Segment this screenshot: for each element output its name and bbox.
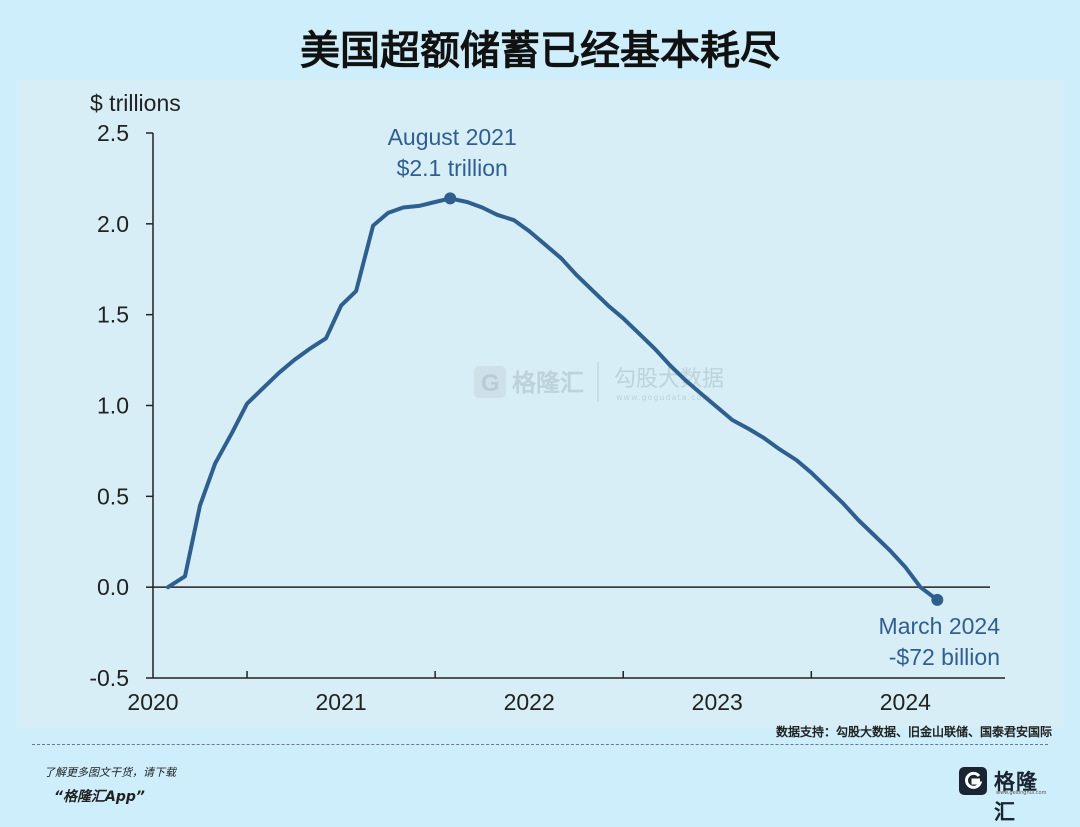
logo-url: www.gelonghui.com: [996, 790, 1047, 796]
promo-text: 了解更多图文干货，请下载: [44, 766, 176, 779]
annotation-label: March 2024: [879, 613, 1001, 639]
y-tick-label: 0.0: [97, 574, 129, 600]
y-tick-label: 2.0: [97, 211, 129, 237]
plot-background: [18, 80, 1062, 728]
promo-app-name: “格隆汇App”: [54, 789, 145, 805]
line-chart: $ trillions G 格隆汇 勾股大数据 www.gogudata.com…: [18, 80, 1062, 728]
x-tick-label: 2021: [316, 689, 367, 715]
x-tick-label: 2024: [880, 689, 931, 715]
series-group: [166, 196, 940, 602]
logo-text: 格隆汇: [994, 770, 1038, 824]
data-source: 数据支持：勾股大数据、旧金山联储、国泰君安国际: [775, 725, 1052, 739]
watermark-logo-glyph: G: [481, 370, 500, 397]
annotation-label: August 2021: [388, 124, 517, 150]
x-tick-label: 2022: [504, 689, 555, 715]
watermark-partner-url: www.gogudata.com: [616, 393, 711, 402]
x-tick-label: 2020: [127, 689, 178, 715]
watermark-brand: 格隆汇: [512, 369, 584, 397]
y-tick-label: 1.0: [97, 393, 129, 419]
annotations: August 2021 $2.1 trillion March 2024 -$72 b…: [388, 124, 1001, 670]
y-tick-label: 2.5: [97, 120, 129, 146]
watermark: G 格隆汇 勾股大数据 www.gogudata.com: [474, 362, 724, 402]
series-line: [166, 196, 940, 602]
y-axis: 2.5 2.0 1.5 1.0 0.5 0.0 -0.5: [89, 120, 153, 691]
chart-title: 美国超额储蓄已经基本耗尽: [300, 28, 780, 74]
watermark-logo-icon: [474, 366, 506, 398]
y-axis-label: $ trillions: [90, 90, 181, 116]
footer-logo: 格隆汇 www.gelonghui.com: [958, 764, 1058, 824]
annotation-point: [931, 593, 944, 606]
y-tick-label: 0.5: [97, 483, 129, 509]
watermark-partner: 勾股大数据: [614, 367, 724, 392]
logo-icon: [959, 767, 987, 795]
annotation-value: $2.1 trillion: [397, 155, 508, 181]
x-axis: 2020 2021 2022 2023 2024: [127, 671, 931, 715]
annotation-point: [444, 192, 457, 205]
x-tick-label: 2023: [692, 689, 743, 715]
annotation-value: -$72 billion: [889, 644, 1000, 670]
y-tick-label: 1.5: [97, 302, 129, 328]
footer-divider: [32, 744, 1048, 745]
y-tick-label: -0.5: [89, 665, 129, 691]
